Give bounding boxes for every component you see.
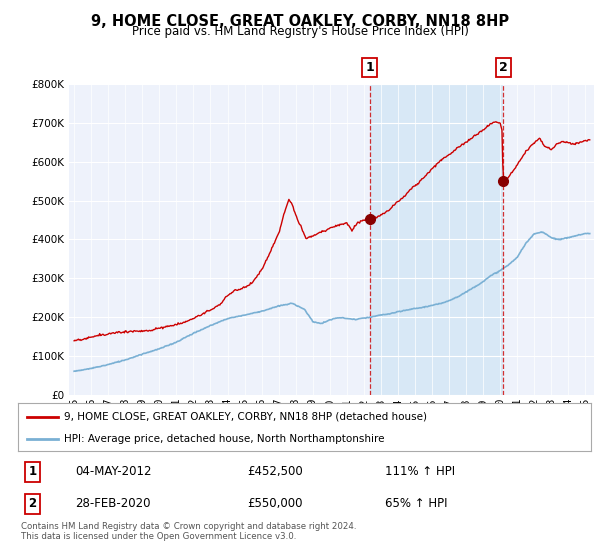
Text: 1: 1 xyxy=(28,465,37,478)
Text: 9, HOME CLOSE, GREAT OAKLEY, CORBY, NN18 8HP (detached house): 9, HOME CLOSE, GREAT OAKLEY, CORBY, NN18… xyxy=(64,412,427,422)
Text: 9, HOME CLOSE, GREAT OAKLEY, CORBY, NN18 8HP: 9, HOME CLOSE, GREAT OAKLEY, CORBY, NN18… xyxy=(91,14,509,29)
Text: 2: 2 xyxy=(28,497,37,510)
Text: £550,000: £550,000 xyxy=(247,497,303,510)
Text: HPI: Average price, detached house, North Northamptonshire: HPI: Average price, detached house, Nort… xyxy=(64,434,385,444)
Text: 65% ↑ HPI: 65% ↑ HPI xyxy=(385,497,447,510)
Text: 04-MAY-2012: 04-MAY-2012 xyxy=(76,465,152,478)
Text: 1: 1 xyxy=(365,60,374,74)
Bar xyxy=(370,84,503,395)
Text: 28-FEB-2020: 28-FEB-2020 xyxy=(76,497,151,510)
Text: Price paid vs. HM Land Registry's House Price Index (HPI): Price paid vs. HM Land Registry's House … xyxy=(131,25,469,38)
Text: 2: 2 xyxy=(499,60,508,74)
Text: 111% ↑ HPI: 111% ↑ HPI xyxy=(385,465,455,478)
Text: Contains HM Land Registry data © Crown copyright and database right 2024.
This d: Contains HM Land Registry data © Crown c… xyxy=(21,522,356,542)
Text: £452,500: £452,500 xyxy=(247,465,303,478)
